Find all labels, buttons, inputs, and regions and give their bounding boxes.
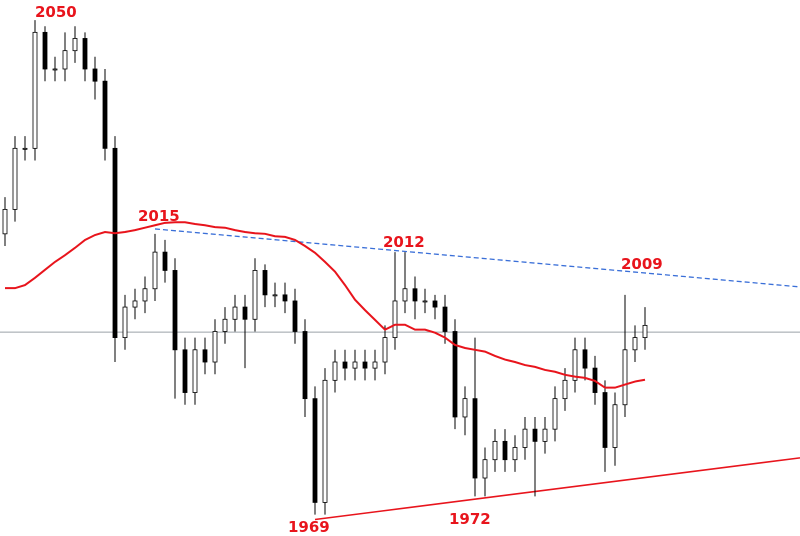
price-label: 1969: [288, 518, 330, 536]
candle-body: [402, 288, 408, 302]
candle-body: [102, 80, 108, 149]
candle-body: [342, 361, 348, 369]
candle-body: [132, 300, 138, 308]
candle-body: [42, 31, 48, 70]
price-label: 1972: [449, 510, 491, 528]
candle-body: [92, 68, 98, 82]
candle-body: [462, 398, 468, 418]
price-label: 2050: [35, 3, 77, 21]
candle-body: [492, 440, 498, 461]
candle-body: [522, 428, 528, 448]
candle-body: [122, 306, 128, 338]
candle-body: [142, 288, 148, 302]
candle-body: [572, 349, 578, 381]
candle-body: [192, 349, 198, 393]
candle-body: [172, 270, 178, 351]
candle-body: [602, 392, 608, 448]
candle-body: [642, 324, 648, 338]
candle-body: [282, 294, 288, 302]
candle-body: [22, 147, 28, 150]
trendline: [154, 228, 800, 288]
candle-body: [382, 337, 388, 363]
candle-body: [372, 361, 378, 369]
candle-body: [252, 270, 258, 320]
candle-body: [612, 404, 618, 448]
price-label: 2015: [138, 207, 180, 225]
candle-body: [442, 306, 448, 332]
trendline: [314, 457, 800, 521]
candle-body: [182, 349, 188, 393]
candle-body: [452, 331, 458, 418]
candle-body: [512, 447, 518, 461]
candle-body: [52, 68, 58, 71]
candle-body: [292, 300, 298, 332]
candle-body: [272, 294, 278, 297]
candle-body: [32, 31, 38, 149]
candle-body: [552, 398, 558, 430]
candle-body: [562, 379, 568, 400]
candle-body: [362, 361, 368, 369]
candle-body: [422, 300, 428, 303]
candle-body: [62, 50, 68, 70]
price-label: 2012: [383, 233, 425, 251]
candle-body: [202, 349, 208, 363]
candle-body: [332, 361, 338, 381]
moving-average: [5, 221, 646, 389]
candle-body: [482, 459, 488, 479]
candle-body: [302, 331, 308, 400]
price-label: 2009: [621, 255, 663, 273]
candle-body: [222, 318, 228, 332]
candle-body: [432, 300, 438, 308]
candle-body: [352, 361, 358, 369]
candle-body: [322, 379, 328, 503]
candle-body: [392, 300, 398, 338]
candle-body: [12, 147, 18, 210]
candle-body: [542, 428, 548, 442]
candle-body: [112, 147, 118, 338]
candle-body: [632, 337, 638, 351]
candle-body: [622, 349, 628, 406]
candle-body: [472, 398, 478, 479]
candle-body: [82, 38, 88, 70]
candle-body: [212, 331, 218, 363]
candle-body: [502, 440, 508, 461]
candle-body: [72, 38, 78, 52]
candle-body: [582, 349, 588, 369]
candle-body: [532, 428, 538, 442]
candle-body: [242, 306, 248, 320]
candle-body: [312, 398, 318, 503]
candle-body: [232, 306, 238, 320]
candle-body: [152, 251, 158, 290]
candle-body: [262, 270, 268, 296]
candle-body: [412, 288, 418, 302]
candle-body: [162, 251, 168, 271]
candle-body: [2, 208, 8, 235]
